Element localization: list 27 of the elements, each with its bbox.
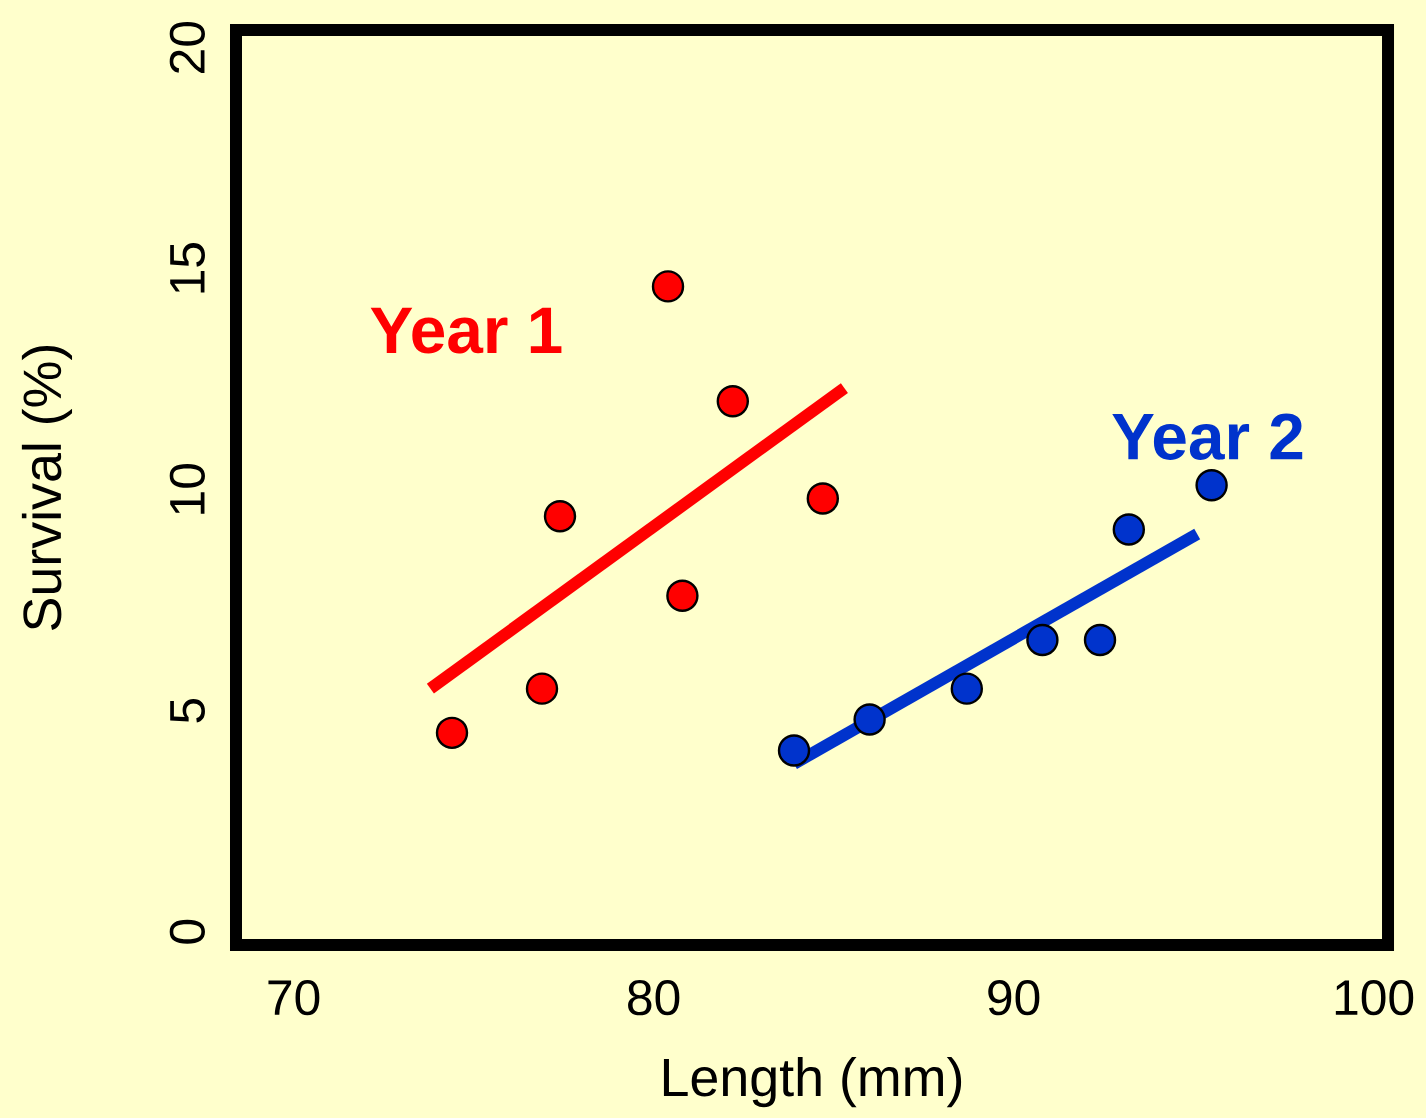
point <box>651 270 685 303</box>
point <box>1083 623 1117 657</box>
x-tick-label: 70 <box>268 980 320 1016</box>
point <box>666 579 699 612</box>
x-axis-title: Length (mm) <box>663 1056 962 1108</box>
point <box>806 482 839 515</box>
point <box>525 672 559 705</box>
point <box>950 672 983 705</box>
y-tick-label: 15 <box>170 243 205 293</box>
y-tick-label: 10 <box>169 463 205 514</box>
point <box>716 385 749 418</box>
series-label: Year 2 <box>1112 413 1303 460</box>
point <box>543 500 577 533</box>
point <box>777 734 811 767</box>
point <box>1112 513 1146 546</box>
point <box>435 716 469 750</box>
x-tick-label: 100 <box>1335 980 1414 1016</box>
point <box>1195 469 1228 502</box>
x-tick-label: 80 <box>628 980 680 1016</box>
y-axis-title: Survival (%) <box>21 345 73 631</box>
legend-label: Year 1 <box>370 307 562 354</box>
y-tick-label: 20 <box>169 21 205 73</box>
point <box>1026 623 1059 657</box>
y-tick-label: 5 <box>170 698 205 723</box>
x-tick-label: 90 <box>988 980 1040 1016</box>
y-tick-label: 0 <box>169 919 205 944</box>
point <box>853 703 886 736</box>
